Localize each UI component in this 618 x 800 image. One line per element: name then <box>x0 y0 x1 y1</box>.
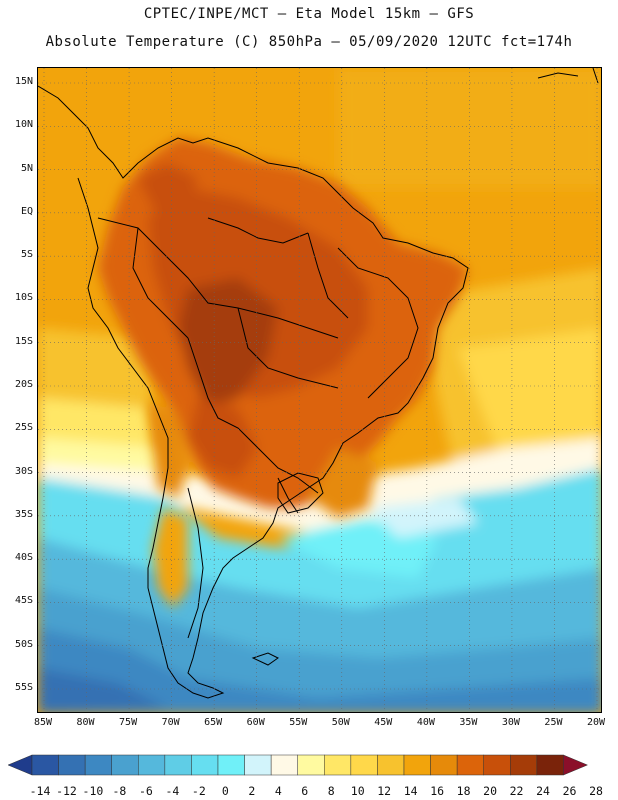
map-panel <box>37 67 602 713</box>
lon-tick-label: 60W <box>246 717 265 728</box>
colorbar-tick-label: 28 <box>589 784 603 798</box>
chart-title-line1: CPTEC/INPE/MCT — Eta Model 15km — GFS <box>143 6 475 22</box>
colorbar-tick-label: 4 <box>274 784 282 798</box>
colorbar-tick-label: 6 <box>301 784 309 798</box>
colorbar-tick-label: 8 <box>327 784 335 798</box>
colorbar-swatch <box>456 754 484 776</box>
colorbar-swatch <box>297 754 325 776</box>
lon-tick-label: 30W <box>501 717 520 728</box>
colorbar-tick-label: -4 <box>165 784 180 798</box>
colorbar-swatch <box>510 754 538 776</box>
colorbar-tick-label: 2 <box>248 784 256 798</box>
colorbar-tick-label: -12 <box>56 784 77 798</box>
colorbar-swatch <box>270 754 298 776</box>
colorbar-tick-label: -8 <box>112 784 127 798</box>
colorbar-swatch <box>191 754 219 776</box>
colorbar-swatch <box>31 754 59 776</box>
colorbar-swatch <box>138 754 166 776</box>
lat-tick-label: 30S <box>14 465 33 477</box>
colorbar-tick-label: 18 <box>456 784 471 798</box>
colorbar-swatch <box>350 754 378 776</box>
chart-title-line2: Absolute Temperature (C) 850hPa — 05/09/… <box>45 34 573 50</box>
colorbar-swatch <box>483 754 511 776</box>
colorbar-tick-label: 0 <box>221 784 229 798</box>
colorbar-swatch <box>84 754 112 776</box>
colorbar-tick-label: -6 <box>138 784 153 798</box>
colorbar-tick-label: 22 <box>509 784 524 798</box>
colorbar-tick-label: 20 <box>483 784 498 798</box>
colorbar-tick-label: 14 <box>403 784 418 798</box>
lon-tick-label: 80W <box>76 717 95 728</box>
colorbar-tick-label: -14 <box>29 784 51 798</box>
lon-tick-label: 50W <box>331 717 350 728</box>
lon-tick-label: 40W <box>416 717 435 728</box>
colorbar-tick-label: 26 <box>562 784 577 798</box>
lat-tick-label: 15S <box>14 335 33 347</box>
lat-tick-label: 15N <box>14 76 33 87</box>
lon-tick-label: 85W <box>33 717 53 728</box>
colorbar-tick-label: 16 <box>430 784 445 798</box>
colorbar-swatch <box>164 754 192 776</box>
lon-tick-label: 35W <box>459 717 478 728</box>
colorbar-max-arrow <box>563 754 589 776</box>
colorbar-swatch <box>403 754 431 776</box>
lat-tick-label: 35S <box>14 508 33 520</box>
lat-tick-label: 20S <box>14 379 33 390</box>
lat-tick-label: 5N <box>20 162 33 174</box>
colorbar-swatch <box>111 754 139 776</box>
lon-tick-label: 65W <box>204 717 223 728</box>
lon-tick-label: 70W <box>161 717 180 728</box>
lat-tick-label: 55S <box>14 682 33 693</box>
colorbar-swatch <box>430 754 458 776</box>
temperature-colorbar <box>7 754 589 776</box>
lat-tick-label: 40S <box>14 552 33 564</box>
lat-tick-label: 10N <box>14 119 33 131</box>
colorbar-tick-label: -10 <box>82 784 104 798</box>
colorbar-tick-label: 24 <box>536 784 550 798</box>
lat-tick-label: EQ <box>20 205 33 217</box>
colorbar-swatch <box>377 754 405 776</box>
lat-tick-label: 45S <box>14 595 33 607</box>
lat-tick-label: 50S <box>14 638 33 650</box>
lon-tick-label: 45W <box>374 717 393 728</box>
colorbar-swatch <box>58 754 86 776</box>
lon-tick-label: 20W <box>586 717 606 728</box>
colorbar-swatch <box>244 754 272 776</box>
temperature-map <box>38 68 601 712</box>
colorbar-tick-label: 12 <box>377 784 392 798</box>
lon-tick-label: 25W <box>544 717 563 728</box>
colorbar-swatch <box>536 754 564 776</box>
colorbar-min-arrow <box>7 754 33 776</box>
colorbar-tick-label: 10 <box>350 784 365 798</box>
colorbar-swatch <box>324 754 352 776</box>
colorbar-swatch <box>217 754 245 776</box>
colorbar-tick-label: -2 <box>191 784 206 798</box>
lon-tick-label: 55W <box>289 717 308 728</box>
lat-tick-label: 25S <box>14 422 33 434</box>
lon-tick-label: 75W <box>119 717 138 728</box>
lat-tick-label: 10S <box>14 292 33 304</box>
lat-tick-label: 5S <box>20 249 33 261</box>
